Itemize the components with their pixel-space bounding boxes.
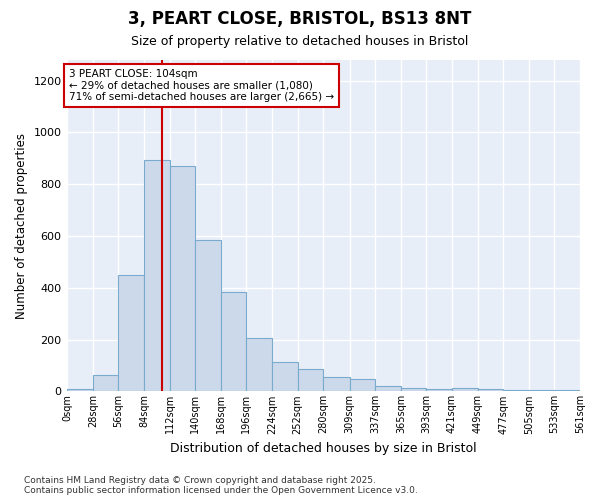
Bar [170,166,195,392]
Bar [529,390,554,392]
X-axis label: Distribution of detached houses by size in Bristol: Distribution of detached houses by size … [170,442,477,455]
Text: Contains HM Land Registry data © Crown copyright and database right 2025.
Contai: Contains HM Land Registry data © Crown c… [24,476,418,495]
Bar [427,389,452,392]
Bar [452,388,478,392]
Bar [478,389,503,392]
Text: Size of property relative to detached houses in Bristol: Size of property relative to detached ho… [131,35,469,48]
Bar [401,388,427,392]
Bar [350,379,375,392]
Bar [93,374,118,392]
Bar [272,362,298,392]
Y-axis label: Number of detached properties: Number of detached properties [15,132,28,318]
Bar [221,292,247,392]
Bar [503,390,529,392]
Bar [67,389,93,392]
Text: 3, PEART CLOSE, BRISTOL, BS13 8NT: 3, PEART CLOSE, BRISTOL, BS13 8NT [128,10,472,28]
Bar [144,160,170,392]
Bar [247,338,272,392]
Bar [298,370,323,392]
Bar [554,390,580,392]
Bar [375,386,401,392]
Bar [195,240,221,392]
Text: 3 PEART CLOSE: 104sqm
← 29% of detached houses are smaller (1,080)
71% of semi-d: 3 PEART CLOSE: 104sqm ← 29% of detached … [69,69,334,102]
Bar [118,275,144,392]
Bar [323,377,350,392]
